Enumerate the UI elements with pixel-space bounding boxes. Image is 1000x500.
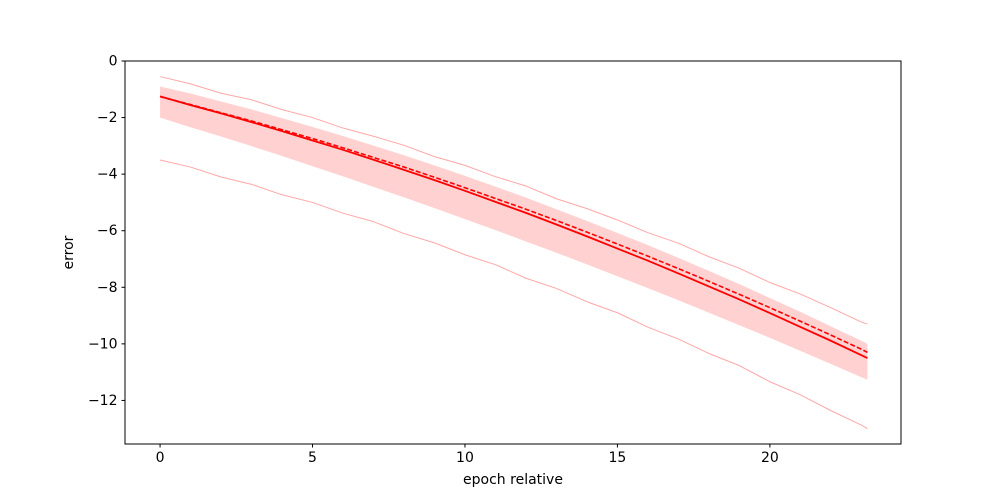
- x-tick-label: 0: [156, 450, 165, 466]
- y-tick-label: −4: [97, 167, 118, 183]
- upper-envelope-line: [159, 76, 868, 325]
- plot-area: [159, 76, 868, 430]
- x-tick-label: 15: [609, 450, 627, 466]
- y-tick-label: −10: [88, 336, 118, 352]
- y-axis-label: error: [61, 235, 77, 269]
- y-tick-label: −6: [97, 223, 118, 239]
- x-tick-label: 10: [456, 450, 474, 466]
- shaded-band: [160, 86, 868, 380]
- x-tick-label: 20: [761, 450, 779, 466]
- solid-center-line: [159, 95, 868, 359]
- y-tick-label: −12: [88, 393, 118, 409]
- x-axis-label: epoch relative: [463, 472, 563, 488]
- axes-spines: [124, 60, 902, 445]
- y-tick-label: −8: [97, 280, 118, 296]
- axes: 0 5 10 15 20 0 −2 −4 −6 −8 −10 −12: [88, 54, 902, 466]
- x-tick-label: 5: [308, 450, 317, 466]
- y-tick-label: −2: [97, 110, 118, 126]
- lower-envelope-line: [159, 159, 868, 430]
- y-tick-label: 0: [109, 54, 118, 70]
- dashed-center-line: [159, 95, 868, 354]
